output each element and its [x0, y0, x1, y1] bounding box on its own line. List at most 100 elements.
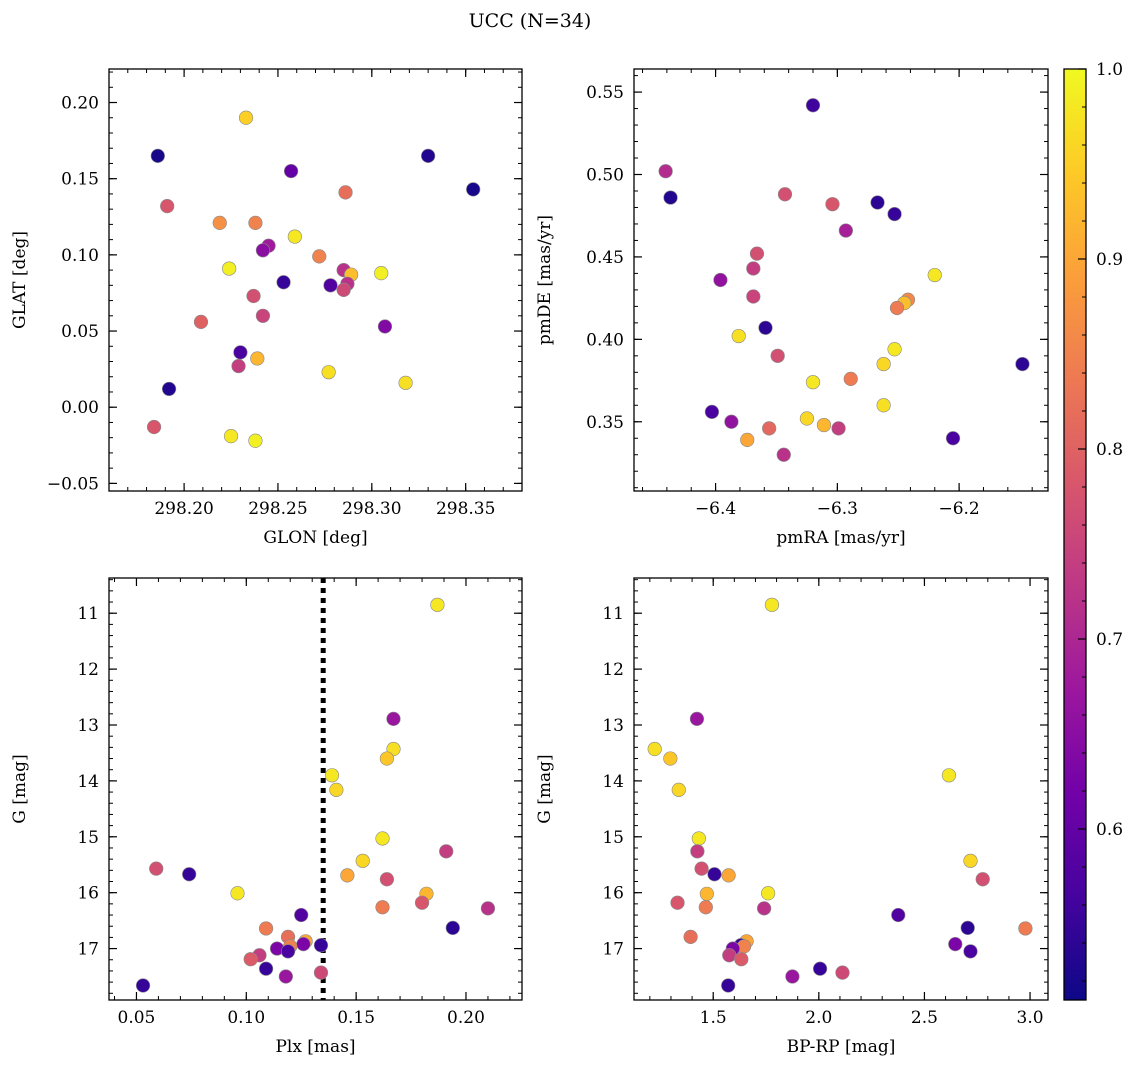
data-point	[278, 969, 293, 984]
x-tick-label: 0.05	[118, 1008, 156, 1028]
figure-title: UCC (N=34)	[469, 10, 592, 32]
data-point	[721, 868, 736, 883]
data-point	[375, 831, 390, 846]
y-axis-label: G [mag]	[535, 754, 555, 823]
data-point	[374, 266, 389, 281]
data-point	[223, 429, 239, 444]
data-point	[805, 98, 821, 113]
y-tick-label: 0.55	[586, 83, 624, 103]
data-point	[740, 432, 755, 447]
colorbar-gradient	[1063, 68, 1087, 1001]
data-point	[421, 148, 436, 163]
data-point	[843, 371, 858, 387]
data-point	[250, 351, 265, 366]
x-tick-label: 0.10	[227, 1008, 265, 1028]
colorbar: 0.6 0.7 0.8 0.9 1.0	[1063, 60, 1123, 1001]
data-point	[149, 861, 164, 876]
data-point	[762, 421, 777, 436]
y-tick-label: 17	[602, 940, 624, 960]
data-point	[248, 215, 263, 230]
x-tick-label: 2.0	[805, 1008, 832, 1028]
data-point	[722, 948, 737, 963]
data-point	[960, 920, 975, 935]
x-tick-label: 298.20	[154, 499, 213, 519]
data-point	[734, 952, 749, 967]
data-point	[338, 185, 353, 200]
data-point	[1018, 921, 1033, 936]
data-point	[805, 375, 821, 390]
data-point	[312, 249, 327, 264]
data-point	[831, 421, 846, 436]
y-tick-label: 0.45	[586, 248, 624, 268]
y-tick-label: 0.50	[586, 166, 624, 186]
data-point	[150, 148, 165, 163]
data-point	[816, 417, 832, 433]
data-point	[746, 261, 761, 276]
data-point	[963, 853, 978, 868]
data-point	[386, 711, 401, 726]
data-point	[749, 246, 765, 261]
data-point	[776, 447, 791, 462]
axes-frame	[108, 577, 523, 1001]
data-point	[963, 944, 978, 959]
data-point	[248, 433, 263, 448]
data-point	[193, 314, 209, 329]
axes-frame	[633, 577, 1049, 1001]
colorbar-tick-label: 1.0	[1096, 60, 1123, 80]
data-point	[283, 163, 299, 179]
data-point	[222, 261, 237, 276]
y-tick-label: 15	[77, 828, 99, 848]
y-tick-label: 11	[602, 604, 624, 624]
data-point	[689, 711, 705, 726]
data-point	[212, 215, 227, 230]
data-point	[663, 190, 678, 205]
data-point	[160, 199, 175, 214]
y-tick-label: 15	[602, 828, 624, 848]
data-point	[731, 328, 746, 344]
x-tick-label: 0.15	[337, 1008, 375, 1028]
data-point	[246, 288, 261, 304]
data-point	[713, 272, 728, 288]
data-point	[799, 411, 815, 426]
x-axis-label: GLON [deg]	[263, 528, 367, 548]
data-point	[146, 419, 162, 435]
data-point	[336, 282, 351, 298]
data-point	[690, 844, 705, 859]
data-point	[439, 844, 454, 859]
data-point	[355, 853, 370, 868]
y-tick-label: 17	[77, 940, 99, 960]
y-tick-label: 11	[77, 604, 99, 624]
data-point	[323, 278, 338, 293]
y-tick-label: 0.15	[61, 170, 99, 190]
data-point	[255, 308, 271, 323]
data-point	[414, 895, 430, 910]
data-point	[294, 907, 309, 923]
data-point	[707, 867, 722, 882]
y-tick-label: 0.20	[61, 94, 99, 114]
data-point	[876, 398, 891, 413]
data-point	[670, 895, 685, 910]
y-tick-label: 0.40	[586, 330, 624, 350]
y-axis-label: G [mag]	[10, 754, 30, 823]
data-point	[941, 768, 957, 783]
axes-frame	[633, 68, 1049, 492]
data-point	[758, 320, 773, 335]
scatter-panel: 1.5 2.0 2.5 3.0 11 12 13 14 15 16 17 BP-RP [mag] G […	[535, 577, 1049, 1057]
x-axis-label: Plx [mas]	[275, 1037, 355, 1057]
data-point	[887, 342, 902, 357]
x-tick-label: 298.25	[248, 499, 307, 519]
y-tick-label: 14	[602, 772, 624, 792]
x-tick-label: 0.20	[447, 1008, 485, 1028]
data-point	[313, 938, 329, 953]
data-point	[135, 978, 151, 993]
data-point	[761, 886, 776, 901]
y-axis-label: GLAT [deg]	[10, 231, 30, 329]
y-tick-label: 13	[77, 716, 99, 736]
data-point	[948, 937, 963, 952]
axes-frame	[108, 68, 523, 492]
y-tick-label: 12	[77, 660, 99, 680]
data-point	[243, 952, 258, 967]
colorbar-tick-label: 0.6	[1096, 820, 1123, 840]
data-point	[321, 365, 336, 380]
